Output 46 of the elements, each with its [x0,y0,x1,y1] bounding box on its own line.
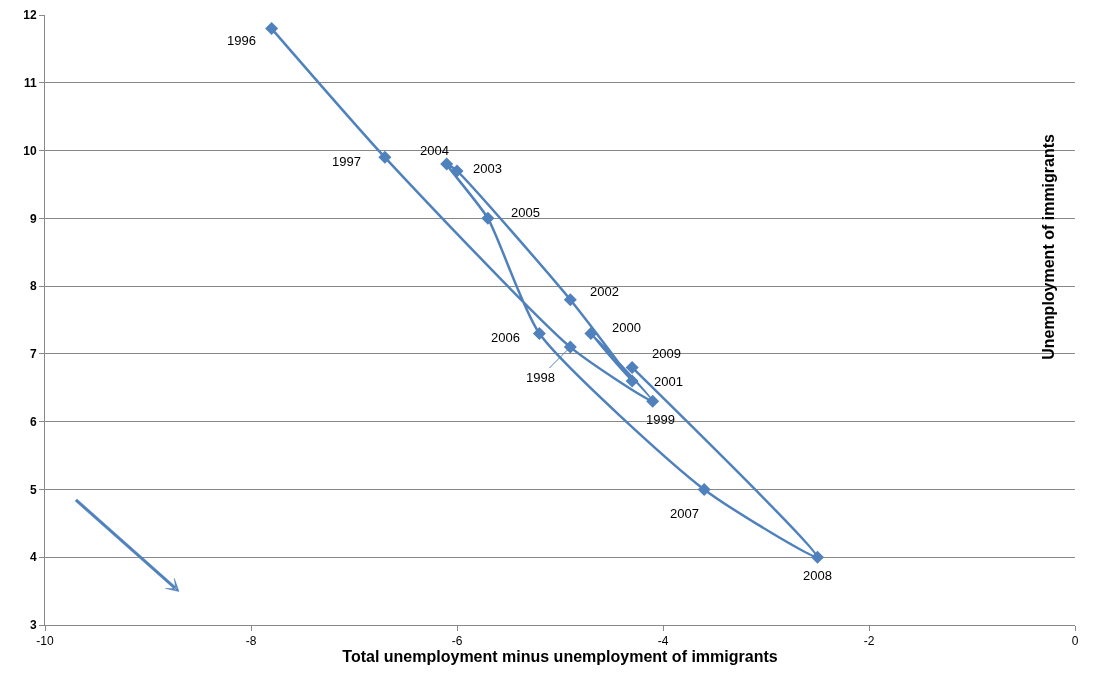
y-tick-label: 9 [29,211,37,226]
annotation: 2000 [612,320,641,335]
point [563,293,577,307]
point [265,22,279,36]
annotation: 1999 [646,412,675,427]
point [625,360,639,374]
x-tick-label: -8 [245,634,257,649]
x-tick-label: -10 [36,634,54,649]
y-tick-label: 10 [23,143,37,158]
x-axis-title: Total unemployment minus unemployment of immigrants [342,648,778,666]
y-tick-label: 8 [29,279,37,294]
y-tick-label: 6 [29,414,37,429]
annotation: 1997 [332,154,361,169]
y-axis-title: Unemployment of immigrants [1040,133,1058,360]
y-tick-label: 5 [29,482,37,497]
annotation: 2004 [420,143,449,158]
point [811,550,824,564]
y-tick-label: 4 [29,550,37,565]
annotation: 2009 [652,346,681,361]
annotation: 1996 [227,33,256,48]
x-tick-label: -4 [657,634,669,649]
point [697,482,711,496]
point [625,374,639,388]
annotation: 2001 [654,374,683,389]
point [646,394,660,408]
point [584,327,598,341]
annotation: 2008 [803,568,832,583]
y-tick-label: 7 [29,347,37,362]
annotation: 2005 [511,205,540,220]
point [378,150,392,164]
x-tick-label: 0 [1071,634,1079,649]
y-tick-label: 3 [29,618,37,633]
point [532,327,546,341]
annotation: 2003 [473,161,502,176]
annotation: 2006 [491,330,520,345]
annotation: 1998 [526,370,555,385]
y-tick-label: 11 [23,75,37,90]
annotation: 2007 [670,506,699,521]
annotation: 2002 [590,284,619,299]
point [450,164,464,178]
point [440,157,454,171]
y-tick-label: 12 [23,8,37,23]
point [563,340,577,354]
x-tick-label: -6 [451,634,463,649]
x-tick-label: -2 [863,634,875,649]
point [481,211,495,225]
